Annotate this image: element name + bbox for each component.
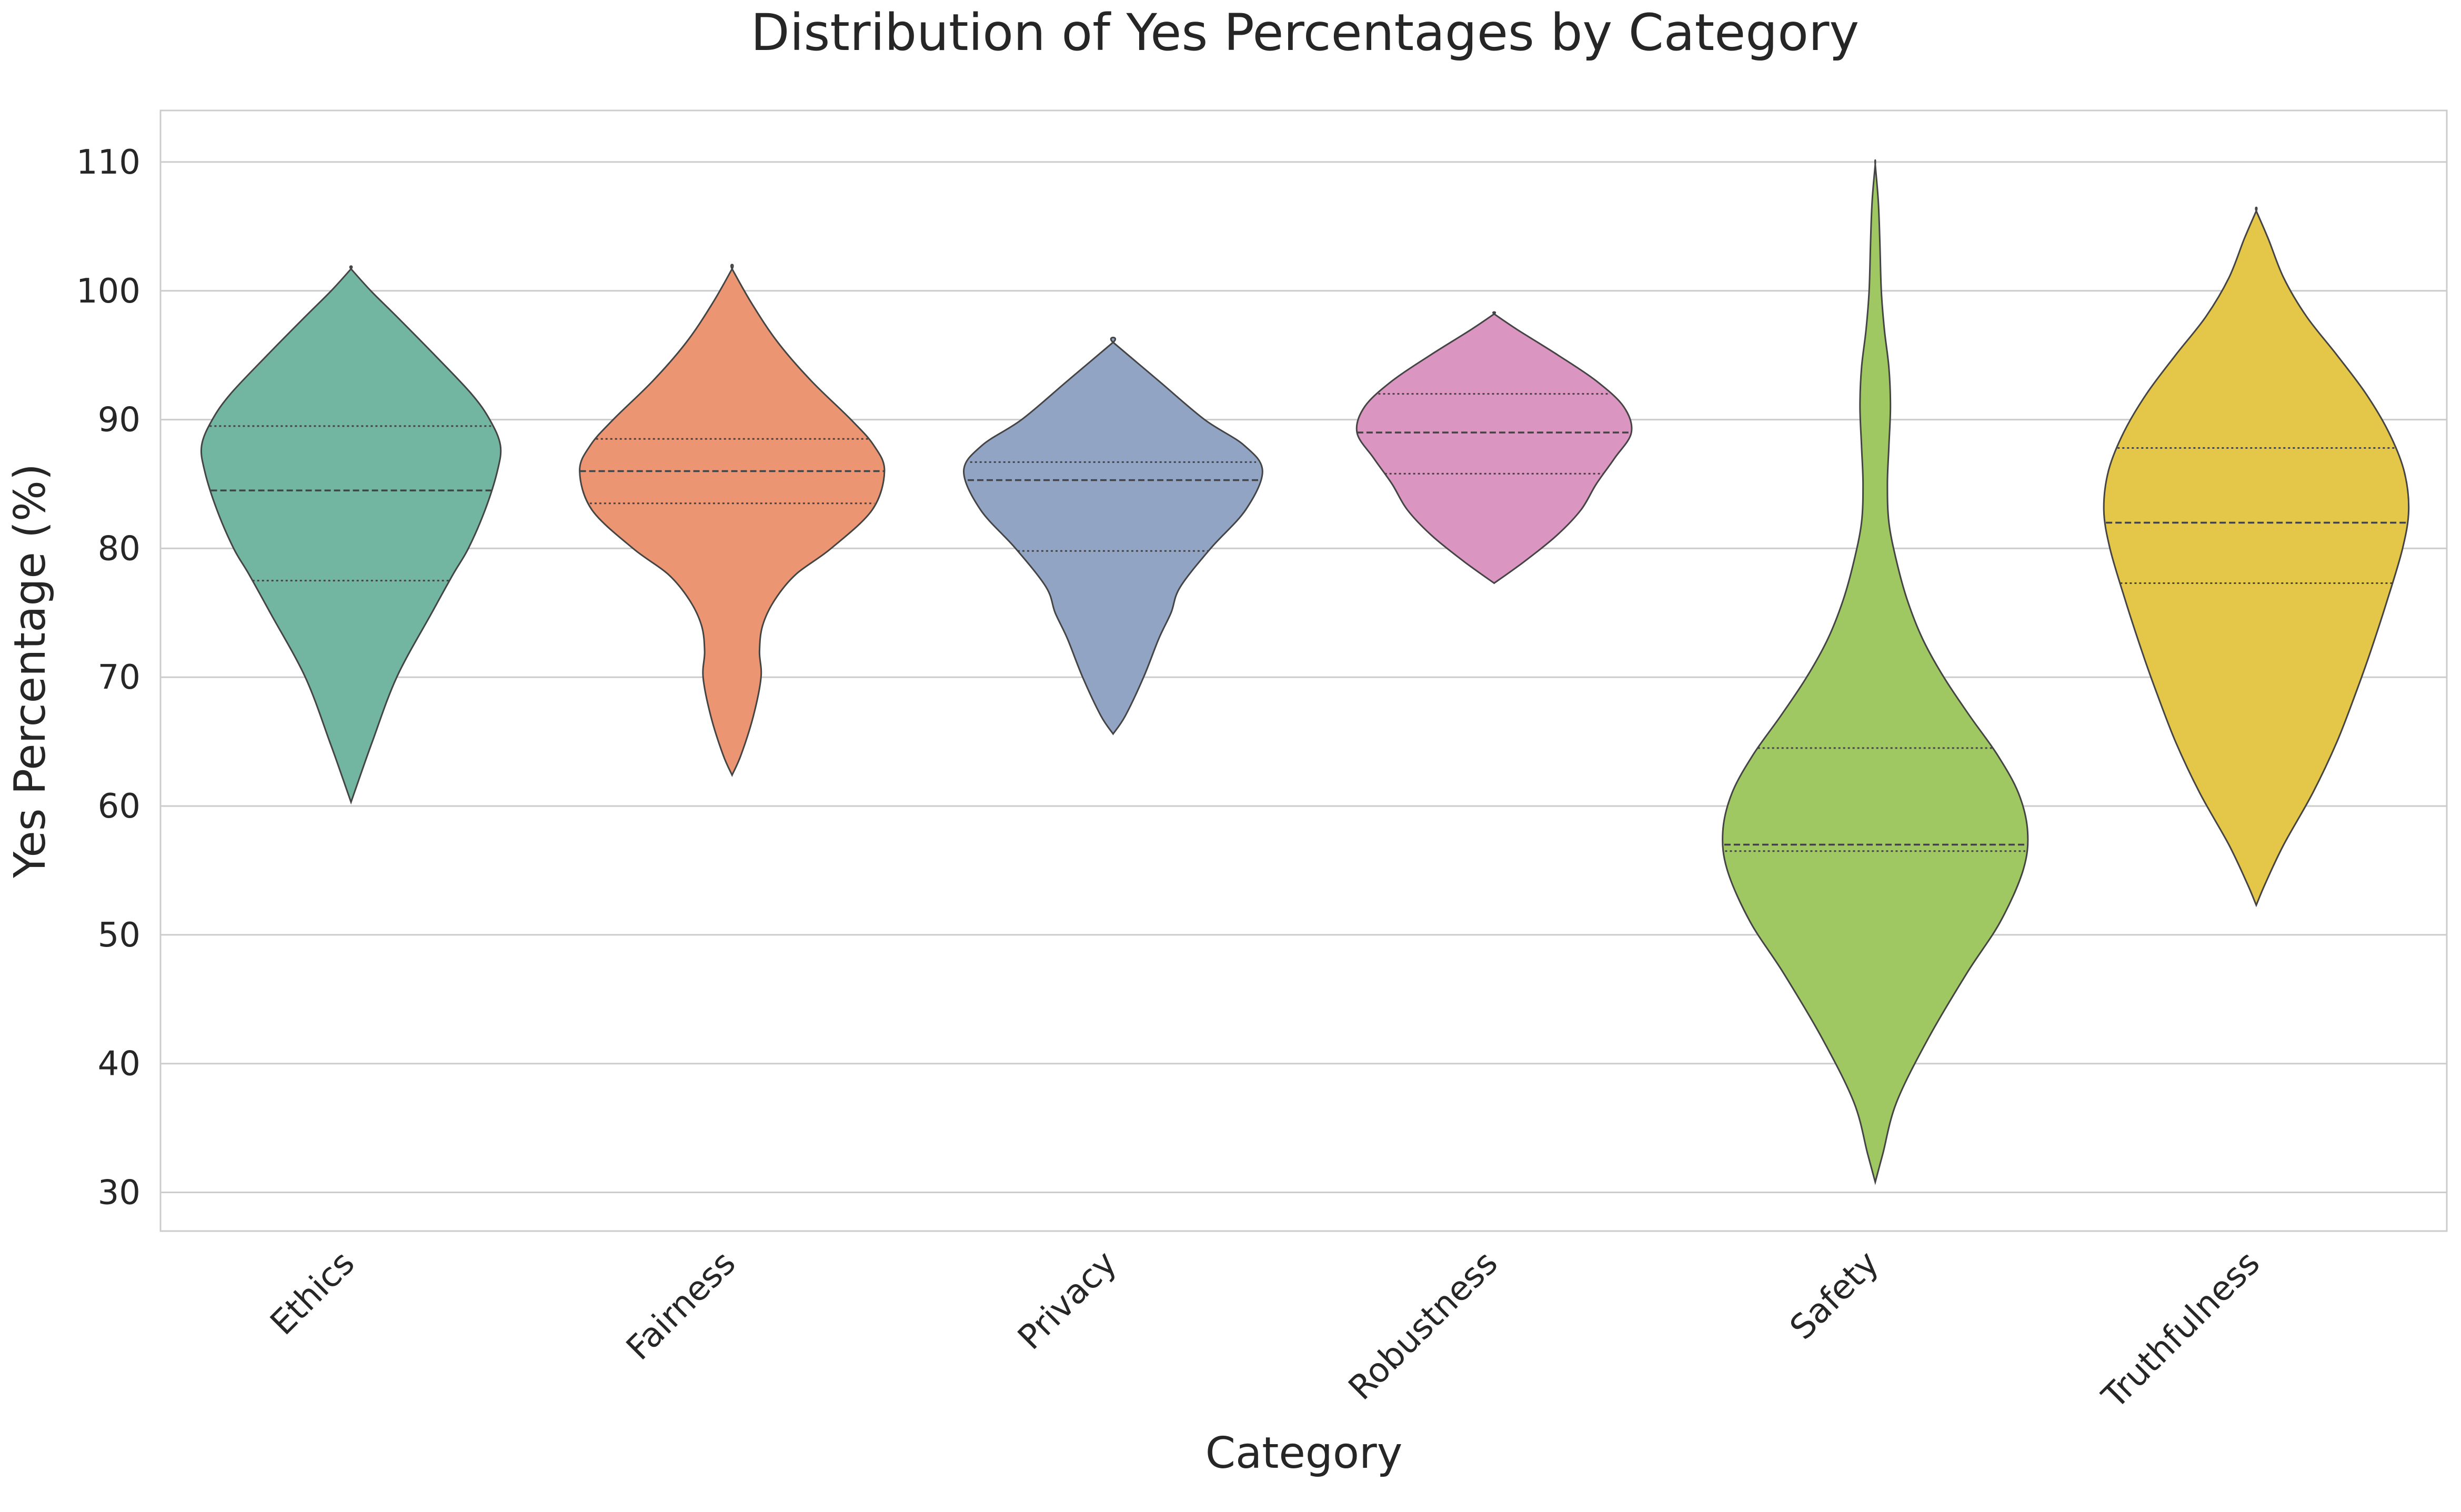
y-tick-label: 100	[76, 272, 140, 311]
y-tick-label: 80	[98, 529, 140, 568]
y-tick-label: 40	[98, 1045, 140, 1084]
y-tick-label: 70	[98, 658, 140, 697]
y-tick-label: 50	[98, 916, 140, 955]
y-tick-label: 90	[98, 401, 140, 440]
violin-body	[1722, 159, 2029, 1185]
y-tick-labels: 30 40 50 60 70 80 90 100 110	[76, 143, 140, 1213]
y-tick-label: 30	[98, 1174, 140, 1213]
violin-body	[579, 264, 886, 778]
violin-ethics	[200, 265, 502, 805]
y-tick-label: 110	[76, 143, 140, 182]
chart-title: Distribution of Yes Percentages by Categ…	[751, 3, 1859, 62]
y-tick-label: 60	[98, 787, 140, 826]
grid-lines	[160, 161, 2447, 1194]
violin-body	[2103, 206, 2410, 908]
y-axis-label: Yes Percentage (%)	[5, 463, 55, 879]
violin-body	[962, 337, 1263, 735]
violin-body	[1355, 311, 1633, 584]
violin-safety	[1722, 159, 2029, 1185]
x-axis-label: Category	[1206, 1428, 1403, 1478]
violin-body	[200, 265, 502, 805]
violins	[200, 159, 2410, 1185]
violin-robustness	[1355, 311, 1633, 584]
violin-privacy	[962, 337, 1263, 735]
violin-truthfulness	[2103, 206, 2410, 908]
violin-fairness	[579, 264, 886, 778]
plot-frame	[159, 109, 2448, 1232]
